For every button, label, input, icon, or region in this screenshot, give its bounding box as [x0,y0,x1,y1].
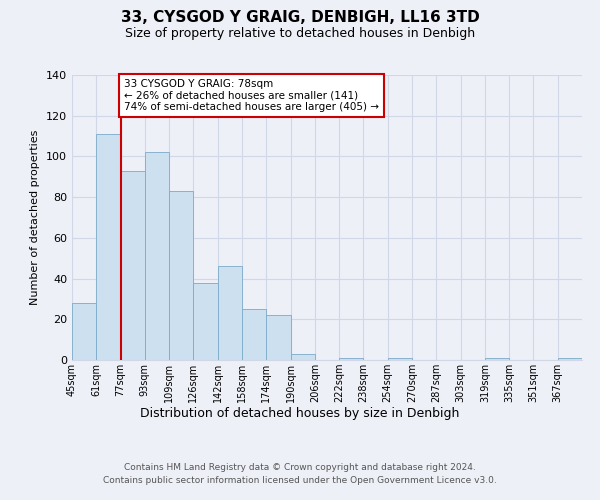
Bar [266,315,290,360]
Bar [485,358,509,360]
Bar [339,358,364,360]
Bar [290,354,315,360]
Bar [121,170,145,360]
Bar [242,309,266,360]
Text: 33 CYSGOD Y GRAIG: 78sqm
← 26% of detached houses are smaller (141)
74% of semi-: 33 CYSGOD Y GRAIG: 78sqm ← 26% of detach… [124,79,379,112]
Bar [558,358,582,360]
Y-axis label: Number of detached properties: Number of detached properties [31,130,40,305]
Text: 33, CYSGOD Y GRAIG, DENBIGH, LL16 3TD: 33, CYSGOD Y GRAIG, DENBIGH, LL16 3TD [121,10,479,25]
Text: Contains public sector information licensed under the Open Government Licence v3: Contains public sector information licen… [103,476,497,485]
Bar [218,266,242,360]
Bar [72,303,96,360]
Bar [96,134,121,360]
Text: Distribution of detached houses by size in Denbigh: Distribution of detached houses by size … [140,408,460,420]
Text: Contains HM Land Registry data © Crown copyright and database right 2024.: Contains HM Land Registry data © Crown c… [124,462,476,471]
Text: Size of property relative to detached houses in Denbigh: Size of property relative to detached ho… [125,28,475,40]
Bar [388,358,412,360]
Bar [145,152,169,360]
Bar [193,282,218,360]
Bar [169,191,193,360]
